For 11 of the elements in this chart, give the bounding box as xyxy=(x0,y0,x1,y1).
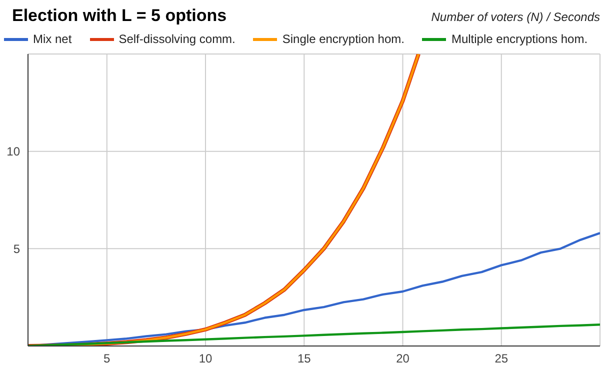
x-tick-label: 10 xyxy=(198,352,213,366)
x-tick-label: 25 xyxy=(494,352,508,366)
chart-subtitle: Number of voters (N) / Seconds xyxy=(431,10,600,24)
x-tick-label: 5 xyxy=(104,352,111,366)
legend-label: Single encryption hom. xyxy=(282,32,404,46)
chart-title: Election with L = 5 options xyxy=(12,6,227,26)
legend-label: Self-dissolving comm. xyxy=(118,32,236,46)
x-tick-label: 20 xyxy=(396,352,410,366)
legend-label: Mix net xyxy=(33,32,72,46)
legend-label: Multiple encryptions hom. xyxy=(451,32,588,46)
x-tick-label: 15 xyxy=(297,352,312,366)
